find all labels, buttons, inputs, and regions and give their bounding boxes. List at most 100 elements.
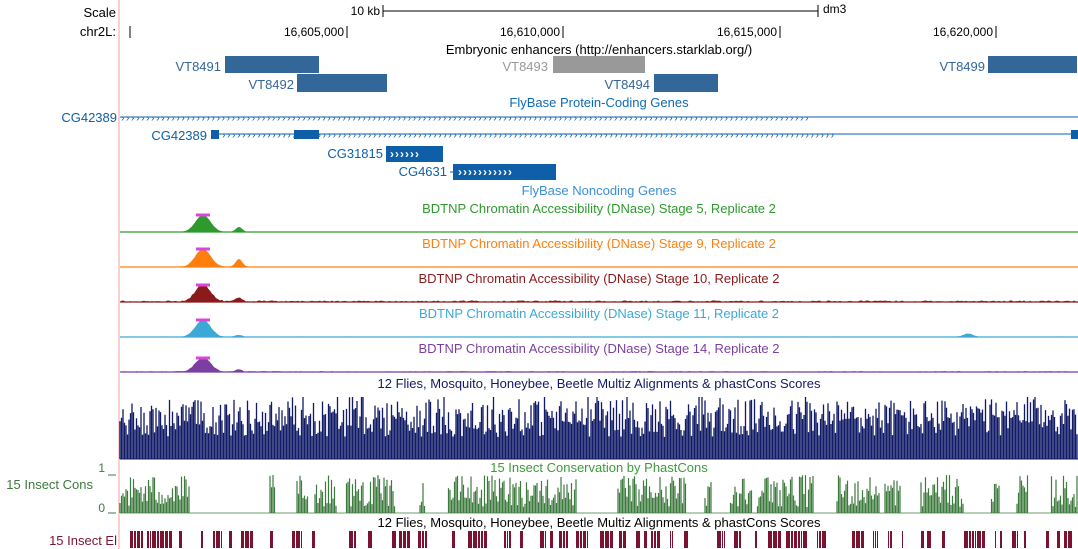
assembly-label: dm3: [823, 2, 847, 16]
conserved-element: [942, 531, 945, 548]
conserved-element: [734, 531, 738, 548]
conserved-element: [636, 531, 640, 548]
conserved-element: [819, 531, 821, 548]
enhancer-feature[interactable]: [225, 56, 319, 73]
enhancer-feature[interactable]: [654, 74, 718, 92]
multiz-track-title: 12 Flies, Mosquito, Honeybee, Beetle Mul…: [378, 376, 821, 391]
conserved-element: [768, 531, 772, 548]
conserved-element: [425, 531, 427, 548]
conserved-element: [1057, 531, 1060, 548]
scalebar-label: 10 kb: [351, 4, 381, 18]
conserved-element: [921, 531, 924, 548]
enhancer-feature[interactable]: [553, 56, 645, 73]
conserved-element: [473, 531, 477, 548]
conserved-element: [559, 531, 562, 548]
insect-cons-bars: [119, 475, 1078, 514]
signal-area: [120, 215, 1078, 232]
conserved-element: [134, 531, 136, 548]
conserved-element: [623, 531, 626, 548]
dnase-signal: [120, 356, 1078, 373]
dnase-track-stage11[interactable]: BDTNP Chromatin Accessibility (DNase) St…: [120, 306, 1078, 338]
enhancers-track[interactable]: Embryonic enhancers (http://enhancers.st…: [175, 42, 1077, 92]
conserved-element: [877, 531, 878, 548]
conserved-element: [520, 531, 523, 548]
conserved-element: [861, 531, 864, 548]
conserved-element: [657, 531, 660, 548]
signal-peak-cap: [196, 213, 210, 217]
conserved-element: [798, 531, 800, 548]
conserved-element: [1012, 531, 1016, 548]
conserved-element: [1017, 531, 1018, 548]
conserved-element: [995, 531, 996, 548]
conserved-element: [296, 531, 300, 548]
conserved-element: [422, 531, 424, 548]
coding-genes-track[interactable]: FlyBase Protein-Coding Genes CG42389 ›››…: [61, 95, 1078, 180]
conserved-element: [873, 531, 874, 548]
conserved-element: [817, 531, 818, 548]
conserved-element: [509, 531, 511, 548]
gene-exon[interactable]: [211, 130, 219, 139]
gene-label: CG42389: [61, 110, 117, 125]
conserved-element: [875, 531, 876, 548]
conserved-element: [407, 531, 410, 548]
conserved-element: [902, 531, 903, 548]
ruler[interactable]: Scale chr2L: 10 kb dm3 16,605,000 16,610…: [80, 2, 997, 39]
conserved-element: [964, 531, 968, 548]
dnase-track-stage5[interactable]: BDTNP Chromatin Accessibility (DNase) St…: [120, 201, 1078, 233]
conserved-element: [507, 531, 508, 548]
noncoding-genes-track[interactable]: FlyBase Noncoding Genes: [522, 183, 677, 198]
dnase-signal: [120, 318, 1078, 338]
dnase-track-title: BDTNP Chromatin Accessibility (DNase) St…: [422, 201, 776, 216]
conserved-element: [301, 531, 302, 548]
conserved-element: [250, 531, 253, 548]
conserved-element: [484, 531, 487, 548]
dnase-track-stage9[interactable]: BDTNP Chromatin Accessibility (DNase) St…: [120, 236, 1078, 268]
conserved-element: [1064, 531, 1067, 548]
conserved-element: [610, 531, 613, 548]
insect-el-label[interactable]: 15 Insect El: [49, 533, 117, 548]
multiz-track[interactable]: 12 Flies, Mosquito, Honeybee, Beetle Mul…: [119, 376, 1078, 460]
dnase-track-title: BDTNP Chromatin Accessibility (DNase) St…: [422, 236, 776, 251]
enhancer-label: VT8492: [248, 77, 294, 92]
conserved-element: [141, 531, 143, 548]
conserved-element: [245, 531, 249, 548]
signal-area: [120, 319, 1078, 337]
conserved-element: [1024, 531, 1026, 548]
conserved-element: [587, 531, 588, 548]
conserved-element: [452, 531, 455, 548]
conserved-element: [179, 531, 182, 548]
conserved-element: [399, 531, 402, 548]
gene-exon[interactable]: [1071, 130, 1078, 139]
insect-cons-track[interactable]: 15 Insect Conservation by PhastCons 15 I…: [6, 460, 1078, 515]
conserved-element: [801, 531, 802, 548]
chrom-label: chr2L:: [80, 24, 116, 39]
axis-max-label: 1: [98, 461, 105, 475]
gene-exon[interactable]: [453, 164, 556, 180]
conserved-element: [672, 531, 673, 548]
conserved-element: [229, 531, 232, 548]
insect-el-track-title: 12 Flies, Mosquito, Honeybee, Beetle Mul…: [378, 515, 821, 530]
gene-exon[interactable]: [386, 146, 443, 162]
dnase-track-stage10[interactable]: BDTNP Chromatin Accessibility (DNase) St…: [120, 271, 1078, 303]
gene-exon[interactable]: [294, 130, 319, 139]
ruler-position: 16,610,000: [500, 25, 560, 39]
conserved-element: [147, 531, 149, 548]
conserved-element: [644, 531, 647, 548]
conserved-element: [392, 531, 396, 548]
conserved-element: [241, 531, 244, 548]
enhancer-feature[interactable]: [297, 74, 387, 92]
axis-min-label: 0: [98, 501, 105, 515]
signal-peak-cap: [196, 318, 210, 322]
enhancer-feature[interactable]: [988, 56, 1077, 73]
conserved-element: [722, 531, 723, 548]
insect-el-track[interactable]: 12 Flies, Mosquito, Honeybee, Beetle Mul…: [49, 515, 1072, 548]
conserved-element: [221, 531, 222, 548]
conserved-element: [201, 531, 203, 548]
conserved-element: [165, 531, 168, 548]
conserved-element: [478, 531, 480, 548]
dnase-track-stage14[interactable]: BDTNP Chromatin Accessibility (DNase) St…: [120, 341, 1078, 373]
conserved-element: [270, 531, 273, 548]
conserved-element: [160, 531, 164, 548]
conserved-element: [504, 531, 506, 548]
insect-cons-label[interactable]: 15 Insect Cons: [6, 477, 93, 492]
